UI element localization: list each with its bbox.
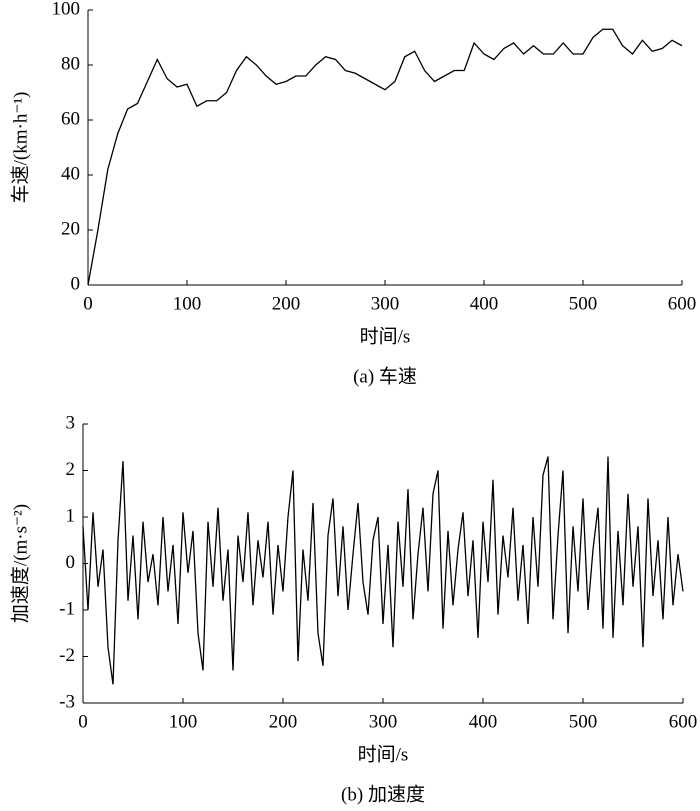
y-tick-label: -1 <box>59 598 75 619</box>
x-tick-label: 0 <box>83 293 93 314</box>
caption: (b) 加速度 <box>341 783 425 805</box>
x-tick-label: 500 <box>569 711 598 732</box>
y-axis-label: 加速度/(m·s⁻²) <box>9 504 31 623</box>
data-line <box>87 28 683 286</box>
y-tick-label: 60 <box>61 108 80 129</box>
y-tick-label: 0 <box>66 552 76 573</box>
y-tick-label: -2 <box>59 645 75 666</box>
y-tick-label: 1 <box>66 505 76 526</box>
x-tick-label: 600 <box>668 293 697 314</box>
x-tick-label: 100 <box>169 711 198 732</box>
x-tick-label: 300 <box>371 293 400 314</box>
y-tick-label: 40 <box>61 163 80 184</box>
x-tick-label: 200 <box>269 711 298 732</box>
x-tick-label: 600 <box>669 711 698 732</box>
y-tick-label: 3 <box>66 412 76 433</box>
caption: (a) 车速 <box>353 365 417 387</box>
x-tick-label: 400 <box>469 711 498 732</box>
x-tick-label: 500 <box>569 293 598 314</box>
x-tick-label: 100 <box>173 293 202 314</box>
x-tick-label: 300 <box>369 711 398 732</box>
x-axis-label: 时间/s <box>360 325 411 347</box>
x-axis-label: 时间/s <box>358 743 409 765</box>
x-tick-label: 0 <box>78 711 88 732</box>
y-tick-label: 20 <box>61 218 80 239</box>
x-tick-label: 200 <box>272 293 301 314</box>
x-tick-label: 400 <box>470 293 499 314</box>
y-tick-label: 2 <box>66 459 76 480</box>
y-tick-label: 100 <box>52 0 81 19</box>
y-tick-label: 0 <box>71 273 81 294</box>
data-line <box>82 456 684 685</box>
y-tick-label: 80 <box>61 53 80 74</box>
y-tick-label: -3 <box>59 691 75 712</box>
y-axis-label: 车速/(km·h⁻¹) <box>9 92 31 204</box>
